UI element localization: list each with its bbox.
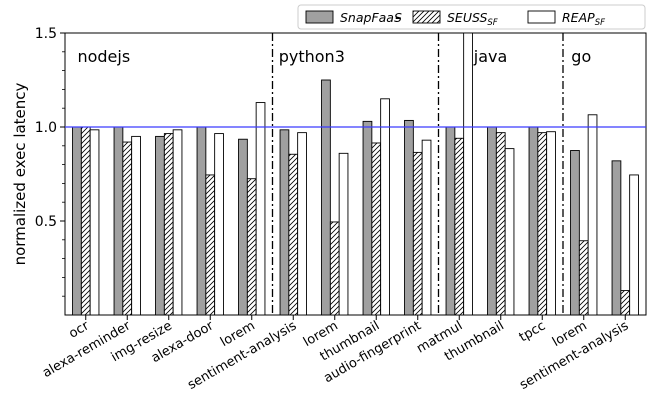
bar-reap-sf	[172, 129, 183, 316]
bar-reap-sf	[89, 129, 100, 316]
bar-seuss-sf	[329, 221, 340, 316]
legend-label: SEUSSSF	[447, 10, 498, 28]
legend: SnapFaaS SEUSSSF REAPSF –	[297, 4, 646, 30]
bar-seuss-sf	[122, 141, 133, 316]
group-label: go	[571, 47, 591, 66]
plot-frame	[64, 32, 647, 316]
bar-snapfaas	[279, 129, 290, 316]
bar-snapfaas	[196, 126, 207, 316]
legend-dash: –	[395, 11, 402, 26]
bar-seuss-sf	[371, 142, 382, 316]
bar-reap-sf	[463, 32, 473, 316]
bar-seuss-sf	[412, 151, 423, 316]
bar-snapfaas	[238, 138, 248, 316]
x-tick-label: tpcc	[517, 318, 548, 345]
legend-swatch	[412, 10, 441, 24]
group-label: java	[473, 47, 508, 66]
legend-label-subscript: SF	[487, 18, 497, 28]
bar-snapfaas	[321, 79, 331, 316]
legend-swatch	[305, 10, 334, 24]
bar-seuss-sf	[288, 153, 299, 316]
legend-label: SnapFaaS	[340, 10, 402, 25]
y-tick-label: 1.0	[35, 120, 57, 136]
bar-seuss-sf	[205, 174, 216, 316]
legend-box	[297, 4, 646, 30]
bar-reap-sf	[421, 139, 432, 316]
group-label: nodejs	[77, 47, 130, 66]
bar-reap-sf	[338, 152, 349, 316]
bar-snapfaas	[528, 126, 539, 316]
bar-reap-sf	[255, 102, 266, 316]
bar-seuss-sf	[454, 137, 465, 316]
bar-snapfaas	[72, 126, 82, 316]
bar-reap-sf	[587, 114, 598, 316]
legend-swatch	[527, 10, 556, 24]
bar-snapfaas	[487, 126, 497, 316]
bar-reap-sf	[546, 131, 556, 316]
bar-reap-sf	[131, 135, 141, 316]
bar-seuss-sf	[495, 132, 506, 316]
bar-seuss-sf	[537, 132, 548, 316]
bar-seuss-sf	[578, 240, 589, 316]
bar-snapfaas	[113, 126, 124, 316]
bar-snapfaas	[611, 160, 622, 316]
bar-reap-sf	[380, 98, 390, 316]
bar-snapfaas	[404, 119, 414, 316]
y-axis-title: normalized exec latency	[11, 82, 29, 265]
bar-seuss-sf	[80, 126, 91, 316]
bar-reap-sf	[214, 133, 224, 316]
bar-snapfaas	[155, 135, 165, 316]
bar-seuss-sf	[620, 290, 631, 316]
bar-seuss-sf	[163, 133, 174, 316]
bar-reap-sf	[297, 132, 307, 316]
x-tick-label: ocr	[67, 318, 93, 342]
group-label: python3	[279, 47, 345, 66]
bar-reap-sf	[629, 174, 639, 316]
bar-seuss-sf	[246, 178, 257, 316]
legend-label: REAPSF	[562, 10, 605, 28]
legend-label-subscript: SF	[595, 18, 605, 28]
bar-snapfaas	[362, 120, 373, 316]
y-tick-label: 1.5	[35, 26, 57, 42]
bar-reap-sf	[504, 148, 515, 316]
bar-snapfaas	[445, 126, 456, 316]
bar-snapfaas	[570, 150, 580, 316]
y-tick-label: 0.5	[35, 214, 57, 230]
